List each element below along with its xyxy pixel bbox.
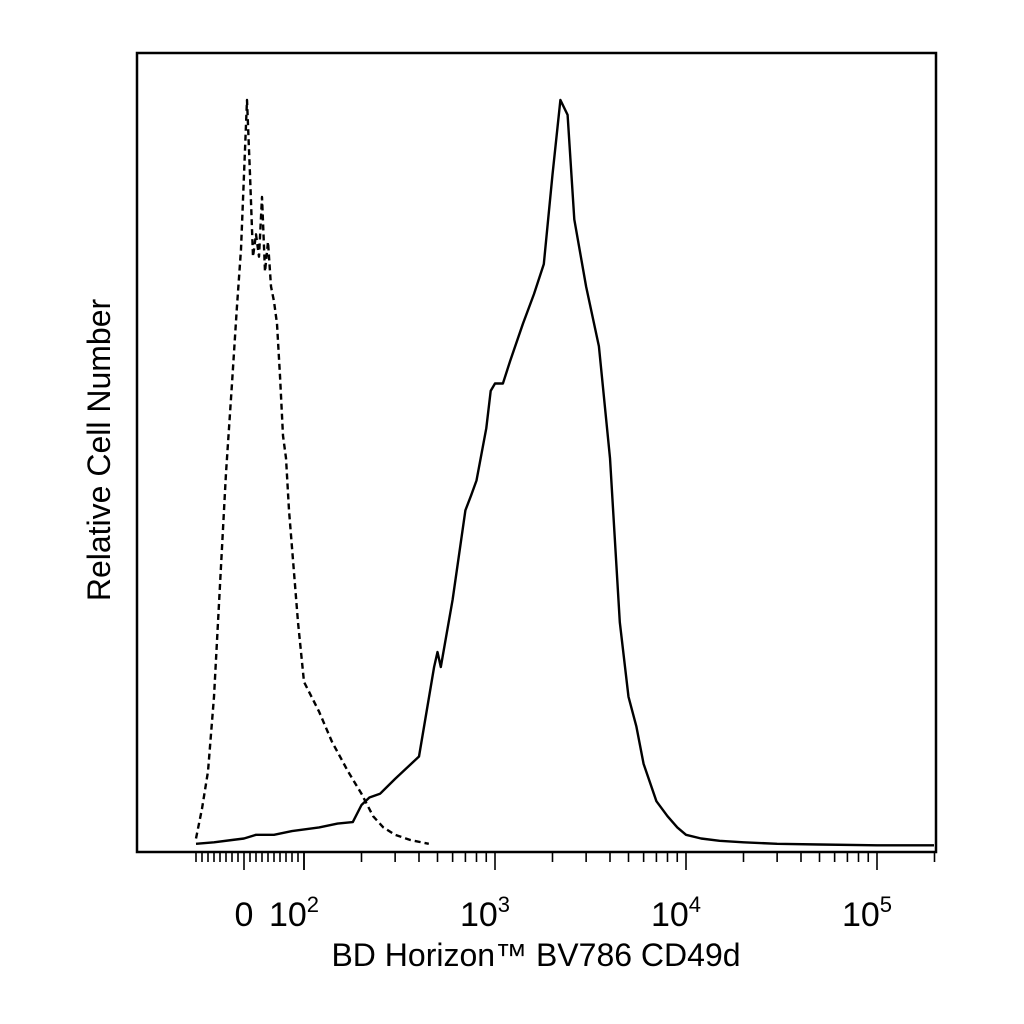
x-axis-title: BD Horizon™ BV786 CD49d: [331, 937, 740, 973]
x-tick-label: 104: [651, 892, 701, 934]
control-histogram-line: [194, 98, 430, 845]
plot-frame: [135, 51, 938, 854]
series-layer: [194, 98, 934, 847]
x-tick-label: 105: [842, 892, 892, 934]
x-tick-label: 103: [460, 892, 510, 934]
y-axis-title: Relative Cell Number: [81, 298, 117, 601]
x-minor-ticks: [195, 852, 936, 870]
x-tick-labels: 0 102 103 104 105: [235, 892, 893, 934]
x-tick-label: 0: [235, 896, 254, 934]
stained-histogram-line: [195, 98, 934, 847]
x-tick-label: 102: [269, 892, 319, 934]
